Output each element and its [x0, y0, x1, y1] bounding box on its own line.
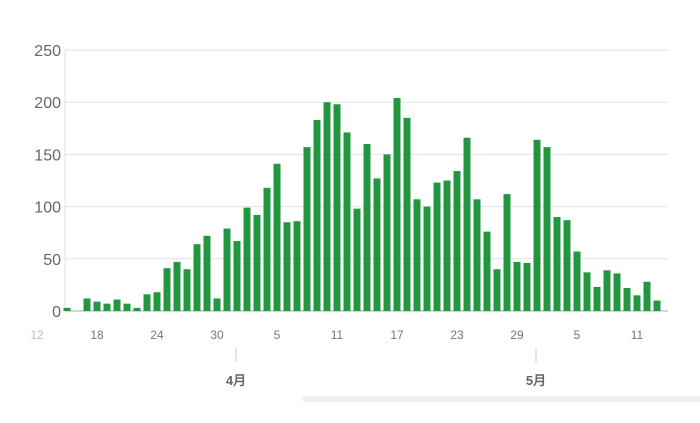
bar [93, 301, 101, 311]
y-tick-label: 250 [34, 43, 61, 60]
bar [293, 221, 301, 311]
bar [63, 307, 71, 311]
bar [583, 272, 591, 311]
bar [533, 139, 541, 311]
bar [203, 235, 211, 311]
bar [443, 180, 451, 311]
bar [163, 268, 171, 311]
bar [423, 206, 431, 311]
bar [143, 294, 151, 311]
bar [603, 270, 611, 311]
bar [243, 207, 251, 311]
bar [483, 231, 491, 311]
scrollbar-track[interactable] [303, 396, 700, 402]
bar [563, 220, 571, 311]
y-tick-label: 200 [34, 95, 61, 112]
bar [613, 273, 621, 311]
bar [373, 178, 381, 311]
bar [123, 303, 131, 311]
bar [643, 281, 651, 311]
bar [403, 117, 411, 311]
bar [113, 299, 121, 311]
bar [573, 251, 581, 311]
bar [133, 307, 141, 311]
bar [353, 208, 361, 311]
x-tick-label: 11 [331, 328, 344, 342]
x-tick-label: 12 [30, 328, 44, 342]
bar [523, 262, 531, 311]
bar [283, 222, 291, 311]
bar [383, 154, 391, 311]
bar [653, 300, 661, 311]
bar [473, 199, 481, 311]
bar [333, 104, 341, 312]
bar [233, 241, 241, 311]
x-tick-label: 18 [90, 328, 104, 342]
y-tick-label: 0 [52, 304, 61, 321]
bar [513, 261, 521, 311]
x-tick-label: 5 [274, 328, 281, 342]
y-tick-label: 150 [34, 147, 61, 164]
bar [493, 269, 501, 311]
bar [463, 137, 471, 311]
month-label: 5月 [526, 373, 546, 388]
bar [273, 163, 281, 311]
y-tick-label: 100 [34, 200, 61, 217]
bar [263, 187, 271, 311]
x-tick-label: 23 [450, 328, 464, 342]
month-label: 4月 [226, 373, 246, 388]
bar [103, 303, 111, 311]
x-tick-label: 5 [574, 328, 581, 342]
bar [593, 286, 601, 311]
bar [83, 298, 91, 311]
bar [173, 261, 181, 311]
x-tick-label: 30 [210, 328, 224, 342]
bar [453, 171, 461, 311]
bar [543, 147, 551, 311]
bar [213, 298, 221, 311]
x-tick-label: 24 [150, 328, 164, 342]
bar [193, 244, 201, 311]
bar [623, 288, 631, 311]
bar [343, 132, 351, 311]
bar [183, 269, 191, 311]
bar [153, 292, 161, 311]
bar [313, 119, 321, 311]
bar [413, 199, 421, 311]
x-tick-label: 29 [510, 328, 524, 342]
bar [553, 217, 561, 311]
bar [633, 295, 641, 311]
x-tick-label: 11 [631, 328, 644, 342]
y-tick-label: 50 [43, 252, 61, 269]
bar [393, 98, 401, 311]
bar [253, 214, 261, 311]
bar [323, 102, 331, 311]
bar [223, 228, 231, 311]
bar [303, 147, 311, 311]
bar [433, 182, 441, 311]
bar [363, 143, 371, 311]
x-tick-label: 17 [390, 328, 404, 342]
bar [503, 194, 511, 311]
